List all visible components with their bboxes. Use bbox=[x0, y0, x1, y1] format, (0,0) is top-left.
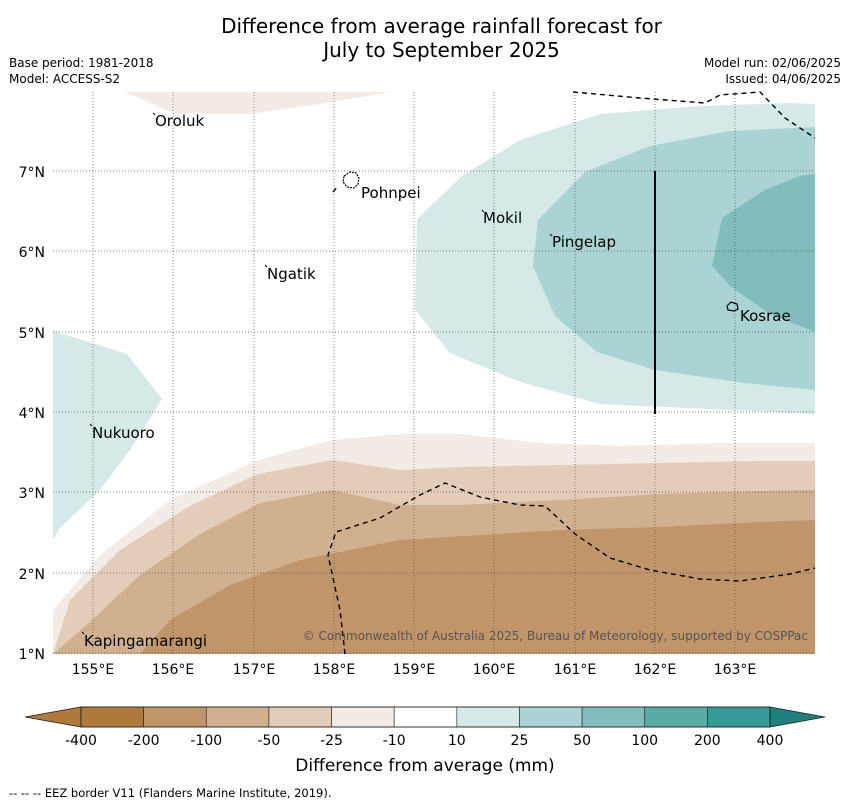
pohnpei-island-outline bbox=[342, 171, 360, 189]
place-label-nukuoro: Nukuoro bbox=[92, 424, 155, 442]
latitude-labels: 7°N 6°N 5°N 4°N 3°N 2°N 1°N bbox=[19, 165, 45, 663]
meta-right: Model run: 02/06/2025 Issued: 04/06/2025 bbox=[704, 55, 841, 87]
lon-label-160e: 160°E bbox=[473, 662, 516, 678]
contour-plus-50 bbox=[712, 174, 815, 332]
colorbar-tick-label: 25 bbox=[511, 733, 529, 749]
contour-minus-200 bbox=[250, 550, 815, 654]
issued-date: Issued: 04/06/2025 bbox=[725, 72, 841, 86]
colorbar-segment bbox=[519, 706, 583, 728]
colorbar-title: Difference from average (mm) bbox=[295, 756, 555, 776]
place-label-oroluk: Oroluk bbox=[155, 112, 204, 130]
lat-label-1n: 1°N bbox=[19, 647, 45, 663]
colorbar-tick-labels: -400 -200 -100 -50 -25 -10 10 25 50 100 200 400 bbox=[65, 733, 783, 749]
lon-label-157e: 157°E bbox=[233, 662, 276, 678]
eez-border bbox=[327, 91, 816, 655]
contour-top-minus-10 bbox=[125, 92, 392, 114]
kosrae-island-outline bbox=[726, 301, 739, 312]
colorbar-tick-label: -100 bbox=[190, 733, 222, 749]
map-title: Difference from average rainfall forecas… bbox=[0, 14, 850, 62]
lon-label-158e: 158°E bbox=[313, 662, 356, 678]
colorbar-segment bbox=[393, 706, 458, 728]
colorbar-tick-label: -10 bbox=[383, 733, 406, 749]
place-label-ngatik: Ngatik bbox=[267, 265, 316, 283]
copyright-text: © Commonwealth of Australia 2025, Bureau… bbox=[303, 629, 808, 643]
colorbar-segment bbox=[205, 706, 270, 728]
colorbar-tick-label: -200 bbox=[128, 733, 160, 749]
model-name: Model: ACCESS-S2 bbox=[9, 72, 121, 86]
lon-label-155e: 155°E bbox=[72, 662, 115, 678]
eez-footer-note: -- -- -- EEZ border V11 (Flanders Marine… bbox=[9, 786, 332, 800]
place-markers bbox=[81, 112, 553, 635]
colorbar-low-arrow bbox=[24, 706, 82, 728]
lon-label-161e: 161°E bbox=[554, 662, 597, 678]
lon-label-163e: 163°E bbox=[714, 662, 757, 678]
lat-label-4n: 4°N bbox=[19, 406, 45, 422]
lat-label-6n: 6°N bbox=[19, 245, 45, 261]
title-line-2: July to September 2025 bbox=[323, 38, 560, 62]
colorbar-segment bbox=[644, 706, 708, 728]
place-label-pingelap: Pingelap bbox=[552, 233, 616, 251]
colorbar-segment bbox=[581, 706, 646, 728]
place-label-kosrae: Kosrae bbox=[740, 307, 791, 325]
colorbar-segment bbox=[456, 706, 520, 728]
colorbar-tick-label: 100 bbox=[631, 733, 658, 749]
contour-plus-25 bbox=[533, 127, 815, 390]
lat-label-2n: 2°N bbox=[19, 567, 45, 583]
colorbar-tick-label: 50 bbox=[573, 733, 591, 749]
lat-label-7n: 7°N bbox=[19, 165, 45, 181]
colorbar-tick-label: -25 bbox=[320, 733, 343, 749]
colorbar-tick-label: -50 bbox=[257, 733, 280, 749]
title-line-1: Difference from average rainfall forecas… bbox=[221, 14, 662, 38]
lon-label-159e: 159°E bbox=[393, 662, 436, 678]
place-label-kapingamarangi: Kapingamarangi bbox=[84, 632, 207, 650]
place-label-mokil: Mokil bbox=[483, 209, 522, 227]
colorbar-frame bbox=[80, 706, 771, 728]
colorbar: -400 -200 -100 -50 -25 -10 10 25 50 100 200 400 bbox=[24, 706, 826, 749]
colorbar-tick-label: -400 bbox=[65, 733, 97, 749]
longitude-labels: 155°E 156°E 157°E 158°E 159°E 160°E 161°… bbox=[72, 662, 757, 678]
colorbar-segment bbox=[331, 706, 395, 728]
lon-label-156e: 156°E bbox=[152, 662, 195, 678]
meta-left: Base period: 1981-2018 Model: ACCESS-S2 bbox=[9, 55, 154, 87]
colorbar-tick-label: 400 bbox=[757, 733, 784, 749]
lon-label-162e: 162°E bbox=[634, 662, 677, 678]
place-labels: Oroluk Pohnpei Mokil Pingelap Ngatik Kos… bbox=[84, 112, 791, 650]
contour-plus-10-west bbox=[53, 331, 162, 540]
colorbar-tick-label: 10 bbox=[448, 733, 466, 749]
model-run: Model run: 02/06/2025 bbox=[703, 56, 841, 70]
lat-label-5n: 5°N bbox=[19, 326, 45, 342]
graticule bbox=[53, 92, 815, 654]
colorbar-segment bbox=[80, 706, 144, 728]
base-period: Base period: 1981-2018 bbox=[9, 56, 154, 70]
colorbar-segment bbox=[143, 706, 207, 728]
lat-label-3n: 3°N bbox=[19, 486, 45, 502]
colorbar-segments bbox=[80, 706, 771, 728]
colorbar-segment bbox=[268, 706, 332, 728]
colorbar-segment bbox=[707, 706, 771, 728]
colorbar-high-arrow bbox=[769, 706, 826, 728]
place-label-pohnpei: Pohnpei bbox=[361, 184, 421, 202]
contour-layer bbox=[53, 92, 815, 654]
colorbar-tick-label: 200 bbox=[694, 733, 721, 749]
